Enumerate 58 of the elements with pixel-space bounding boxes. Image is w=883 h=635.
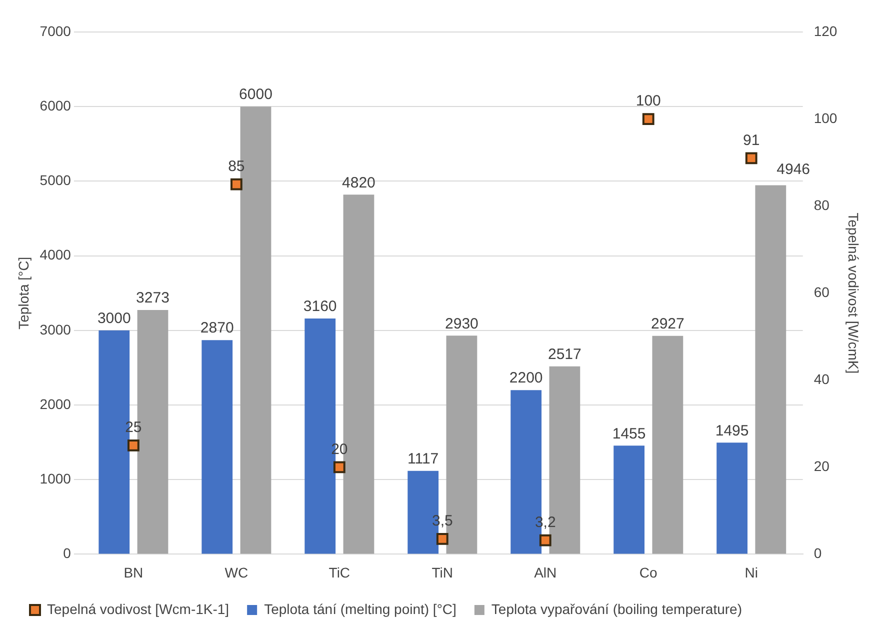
y-tick-label: 0 (63, 545, 72, 562)
point (127, 439, 140, 452)
y2-tick-label: 20 (814, 458, 830, 474)
data-label: 4820 (342, 174, 376, 192)
y-tick-label: 4000 (40, 246, 72, 263)
y-tick-label: 7000 (40, 22, 72, 39)
data-label: 2870 (200, 320, 234, 337)
data-label: 1495 (715, 422, 749, 440)
data-label: 3000 (97, 310, 131, 328)
data-label: 6000 (239, 86, 272, 104)
point (436, 533, 448, 545)
bar (652, 336, 684, 554)
data-label: 3,2 (534, 514, 556, 531)
data-label: 2517 (548, 346, 582, 364)
data-label: 91 (743, 132, 760, 149)
data-label: 1455 (612, 425, 646, 442)
data-label: 2927 (650, 315, 684, 332)
legend-label: Teplota tání (melting point) [°C] (264, 600, 456, 617)
x-tick-label: BN (124, 564, 144, 580)
data-label: 3273 (136, 290, 170, 307)
data-label: 3160 (303, 298, 337, 316)
legend-label: Tepelná vodivost [Wcm-1K-1] (47, 600, 230, 617)
data-label: 2930 (445, 315, 478, 332)
bar (716, 442, 748, 554)
x-tick-label: WC (224, 564, 248, 580)
point (539, 534, 552, 546)
data-label: 85 (228, 158, 245, 175)
y2-tick-label: 40 (814, 370, 830, 387)
x-tick-label: TiN (432, 564, 454, 580)
y2-tick-label: 120 (814, 22, 838, 39)
y-tick-label: 2000 (40, 396, 72, 412)
y2-tick-label: 100 (814, 110, 838, 126)
y-tick-label: 5000 (40, 172, 72, 188)
x-tick-label: TiC (328, 564, 350, 580)
data-label: 100 (636, 92, 661, 110)
y2-axis-title: Tepelná vodivost [W/cmK] (846, 212, 862, 374)
y-axis-title: Teplota [°C] (15, 256, 32, 330)
y2-tick-label: 0 (814, 545, 822, 562)
y2-tick-label: 80 (814, 196, 830, 213)
x-tick-label: AlN (534, 564, 557, 580)
point (230, 178, 242, 190)
point (745, 152, 758, 164)
bar (755, 185, 786, 554)
x-tick-label: Ni (744, 564, 758, 580)
point (642, 113, 654, 125)
y-tick-label: 3000 (40, 321, 72, 338)
legend-label: Teplota vypařování (boiling temperature) (491, 600, 742, 617)
bar (614, 446, 644, 554)
data-label: 4946 (776, 160, 810, 178)
bar (202, 340, 233, 554)
data-label: 1117 (408, 450, 439, 468)
data-label: 3,5 (432, 512, 453, 530)
y-tick-label: 6000 (40, 97, 72, 114)
data-label: 2200 (509, 370, 543, 387)
x-tick-label: Co (639, 564, 658, 580)
point (333, 461, 346, 474)
y-tick-label: 1000 (40, 470, 72, 486)
y2-tick-label: 60 (814, 284, 830, 300)
